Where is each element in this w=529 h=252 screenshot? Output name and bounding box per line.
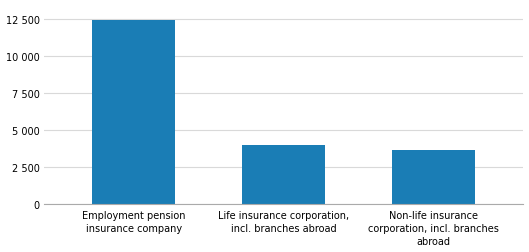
Bar [242,146,325,205]
Bar [393,150,475,205]
Bar [93,21,175,205]
